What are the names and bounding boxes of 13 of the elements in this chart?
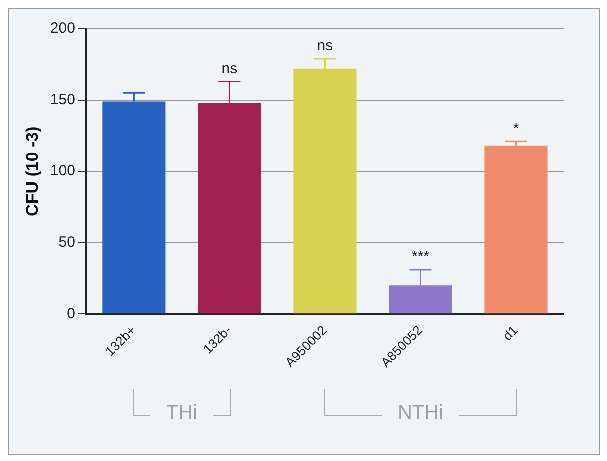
annotation: *** (412, 248, 430, 266)
annotation: ns (222, 60, 238, 78)
annotation: ns (317, 38, 334, 55)
y-tick-label: 150 (50, 91, 76, 108)
x-tick-label: d1 (500, 322, 521, 344)
y-tick-label: 100 (50, 162, 76, 180)
y-axis-title: CFU (10 -3) (22, 126, 42, 216)
y-tick-label: 0 (67, 305, 76, 322)
y-tick-label: 200 (50, 20, 76, 38)
y-tick-label: 50 (58, 234, 76, 252)
text: NTHi (382, 402, 460, 424)
text: THi (150, 402, 214, 424)
annotation: * (513, 120, 520, 138)
